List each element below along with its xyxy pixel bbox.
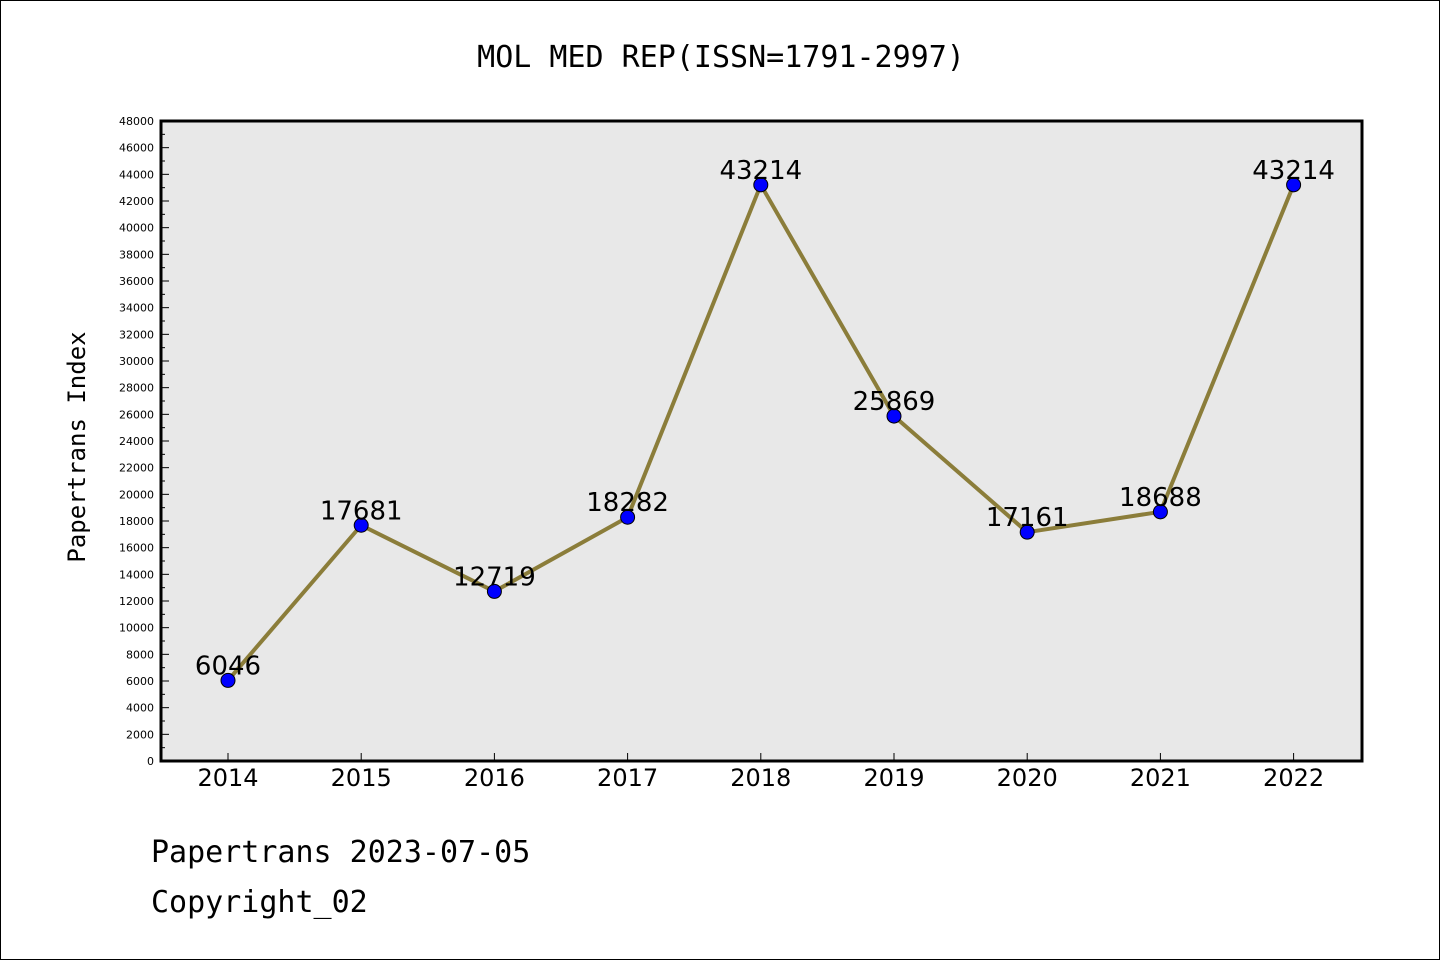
x-tick-label: 2018 — [730, 764, 791, 792]
y-tick-label: 22000 — [119, 462, 154, 475]
y-tick-label: 44000 — [119, 168, 154, 181]
data-point — [220, 672, 236, 688]
footer-copyright: Copyright_02 — [151, 885, 368, 920]
y-tick-label: 34000 — [119, 302, 154, 315]
y-tick-label: 14000 — [119, 568, 154, 581]
y-tick-label: 18000 — [119, 515, 154, 528]
y-tick-label: 16000 — [119, 542, 154, 555]
y-tick-label: 20000 — [119, 488, 154, 501]
y-tick-label: 40000 — [119, 222, 154, 235]
y-tick-label: 46000 — [119, 142, 154, 155]
data-label: 6046 — [195, 651, 261, 681]
footer-date: Papertrans 2023-07-05 — [151, 835, 531, 870]
chart-title: MOL MED REP(ISSN=1791-2997) — [477, 40, 965, 75]
data-point — [486, 583, 502, 599]
plot-area — [161, 121, 1362, 761]
y-tick-label: 0 — [147, 755, 154, 768]
y-tick-label: 26000 — [119, 408, 154, 421]
y-tick-label: 30000 — [119, 355, 154, 368]
x-tick-label: 2017 — [597, 764, 658, 792]
plot-border — [159, 119, 1364, 763]
data-label: 18688 — [1119, 483, 1202, 513]
data-label: 12719 — [453, 562, 536, 592]
data-label: 17681 — [320, 496, 403, 526]
x-tick-label: 2020 — [997, 764, 1058, 792]
x-tick-label: 2019 — [863, 764, 924, 792]
x-tick-label: 2016 — [464, 764, 525, 792]
y-tick-label: 48000 — [119, 115, 154, 128]
y-tick-label: 32000 — [119, 328, 154, 341]
y-tick-label: 28000 — [119, 382, 154, 395]
data-point — [1019, 524, 1035, 540]
y-tick-label: 8000 — [126, 648, 154, 661]
y-tick-label: 12000 — [119, 595, 154, 608]
data-label: 17161 — [986, 503, 1069, 533]
y-tick-label: 42000 — [119, 195, 154, 208]
y-tick-label: 2000 — [126, 728, 154, 741]
data-point — [1286, 177, 1302, 193]
x-tick-label: 2022 — [1263, 764, 1324, 792]
x-tick-label: 2015 — [331, 764, 392, 792]
y-tick-label: 36000 — [119, 275, 154, 288]
data-label: 43214 — [719, 156, 802, 186]
y-axis-label: Papertrans Index — [63, 331, 91, 562]
data-point — [620, 509, 636, 525]
data-point — [753, 177, 769, 193]
data-point — [886, 408, 902, 424]
data-label: 43214 — [1252, 156, 1335, 186]
data-point — [1152, 504, 1168, 520]
y-tick-label: 38000 — [119, 248, 154, 261]
data-label: 18282 — [586, 488, 669, 518]
x-tick-label: 2014 — [197, 764, 258, 792]
data-point — [353, 517, 369, 533]
y-tick-label: 6000 — [126, 675, 154, 688]
y-tick-label: 10000 — [119, 622, 154, 635]
y-tick-label: 4000 — [126, 702, 154, 715]
data-label: 25869 — [853, 387, 936, 417]
y-tick-label: 24000 — [119, 435, 154, 448]
x-tick-label: 2021 — [1130, 764, 1191, 792]
